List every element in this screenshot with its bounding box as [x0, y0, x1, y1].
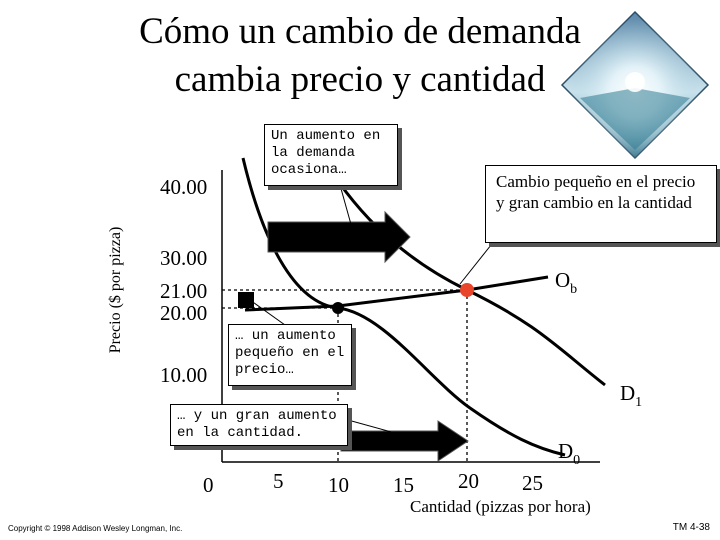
- callout-demand-increase-text: Un aumento en la demanda ocasiona…: [271, 128, 381, 178]
- x-tick-5: 5: [273, 469, 284, 493]
- callout-pointer-2: [249, 299, 286, 326]
- equilibrium-point-old: [332, 302, 344, 314]
- equilibrium-point-new: [460, 283, 474, 297]
- x-tick-25: 25: [522, 471, 543, 495]
- x-axis-label: Cantidad (pizzas por hora): [410, 497, 591, 516]
- x-tick-20: 20: [458, 469, 479, 493]
- y-axis-label: Precio ($ por pizza): [107, 226, 124, 354]
- callout-pointer-3: [347, 419, 396, 434]
- callout-pointer-1: [339, 184, 353, 229]
- diamond-logo-icon: [560, 10, 710, 160]
- y-tick-20: 20.00: [160, 301, 207, 325]
- callout-demand-increase: Un aumento en la demanda ocasiona…: [264, 124, 398, 186]
- y-tick-30: 30.00: [160, 246, 207, 270]
- y-tick-40: 40.00: [160, 175, 207, 199]
- x-tick-0: 0: [203, 473, 214, 497]
- supply-curve: [244, 275, 549, 312]
- x-tick-10: 10: [328, 473, 349, 497]
- y-tick-10: 10.00: [160, 363, 207, 387]
- callout-small-price-rise-text: … un aumento pequeño en el precio…: [235, 328, 345, 378]
- quantity-increase-arrow: [340, 420, 469, 462]
- label-ob: Ob: [555, 268, 577, 297]
- slide-number: TM 4-38: [672, 522, 710, 533]
- price-marker-square: [238, 292, 254, 308]
- title-line-2: cambia precio y cantidad: [174, 59, 546, 100]
- callout-small-price-change-text: Cambio pequeño en el precio y gran cambi…: [496, 172, 696, 212]
- label-d0: D0: [558, 439, 580, 468]
- x-tick-15: 15: [393, 473, 414, 497]
- callout-small-price-rise: … un aumento pequeño en el precio…: [228, 324, 352, 386]
- demand-shift-arrow: [267, 210, 411, 264]
- title-line-1: Cómo un cambio de demanda: [139, 11, 581, 52]
- y-tick-21: 21.00: [160, 279, 207, 303]
- label-d1: D1: [620, 381, 642, 410]
- callout-large-quantity-rise-text: … y un gran aumento en la cantidad.: [177, 408, 337, 441]
- callout-small-price-change: Cambio pequeño en el precio y gran cambi…: [485, 165, 717, 243]
- copyright-text: Copyright © 1998 Addison Wesley Longman,…: [8, 524, 183, 533]
- callout-large-quantity-rise: … y un gran aumento en la cantidad.: [170, 404, 348, 446]
- slide-title: Cómo un cambio de demanda cambia precio …: [95, 8, 625, 104]
- callout-pointer-4: [459, 239, 496, 285]
